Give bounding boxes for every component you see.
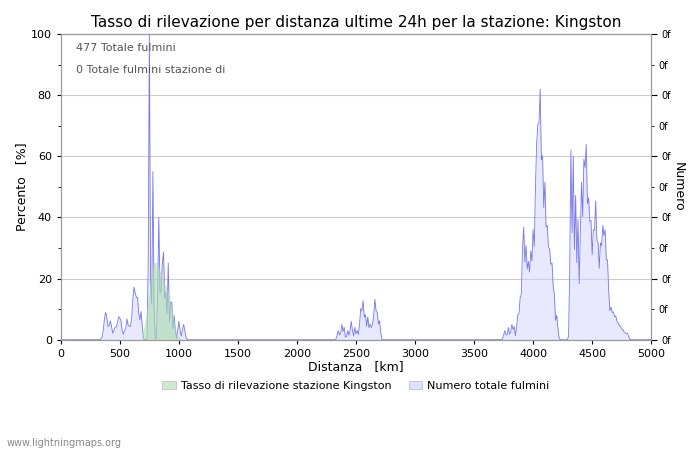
Title: Tasso di rilevazione per distanza ultime 24h per la stazione: Kingston: Tasso di rilevazione per distanza ultime… (91, 15, 621, 30)
Text: 0 Totale fulmini stazione di: 0 Totale fulmini stazione di (76, 64, 225, 75)
Text: www.lightningmaps.org: www.lightningmaps.org (7, 438, 122, 448)
Legend: Tasso di rilevazione stazione Kingston, Numero totale fulmini: Tasso di rilevazione stazione Kingston, … (158, 377, 554, 396)
X-axis label: Distanza   [km]: Distanza [km] (308, 360, 404, 373)
Text: 477 Totale fulmini: 477 Totale fulmini (76, 43, 175, 53)
Y-axis label: Percento   [%]: Percento [%] (15, 143, 28, 231)
Y-axis label: Numero: Numero (672, 162, 685, 212)
